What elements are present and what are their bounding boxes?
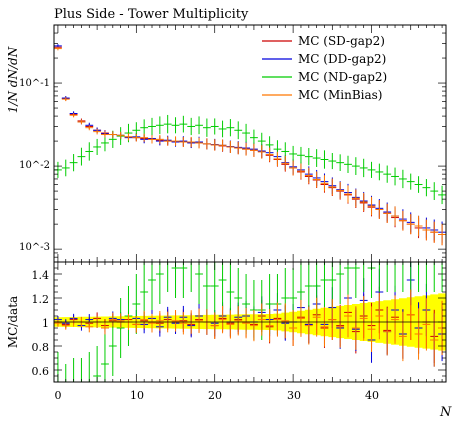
y-tick-label: 10^-3 xyxy=(19,242,50,253)
x-tick-label: 20 xyxy=(208,389,222,402)
legend-label-sd-gap2: MC (SD-gap2) xyxy=(298,34,385,48)
main-panel-data xyxy=(54,44,446,246)
axis-ticks xyxy=(54,24,446,383)
x-tick-label: 10 xyxy=(130,389,144,402)
x-tick-label: 30 xyxy=(287,389,301,402)
x-axis-label: N xyxy=(439,405,452,420)
y-tick-label: 10^-2 xyxy=(19,160,50,171)
x-tick-label: 0 xyxy=(55,389,62,402)
x-tick-label: 40 xyxy=(365,389,379,402)
ratio-tick-label: 1 xyxy=(42,317,49,330)
chart-title: Plus Side - Tower Multiplicity xyxy=(54,7,249,22)
legend: MC (SD-gap2) MC (DD-gap2) MC (ND-gap2) M… xyxy=(262,34,387,102)
ratio-tick-label: 0.6 xyxy=(32,365,50,378)
y-tick-label: 10^-1 xyxy=(19,78,50,89)
legend-label-nd-gap2: MC (ND-gap2) xyxy=(298,70,387,84)
y-axis-label-main: 1/N dN/dN xyxy=(6,46,20,113)
legend-label-dd-gap2: MC (DD-gap2) xyxy=(298,52,386,66)
legend-label-minbias: MC (MinBias) xyxy=(298,88,382,102)
ratio-tick-label: 1.2 xyxy=(32,293,50,306)
ratio-tick-label: 0.8 xyxy=(32,341,50,354)
ratio-tick-label: 1.4 xyxy=(32,269,50,282)
y-axis-label-ratio: MC/data xyxy=(6,296,20,348)
